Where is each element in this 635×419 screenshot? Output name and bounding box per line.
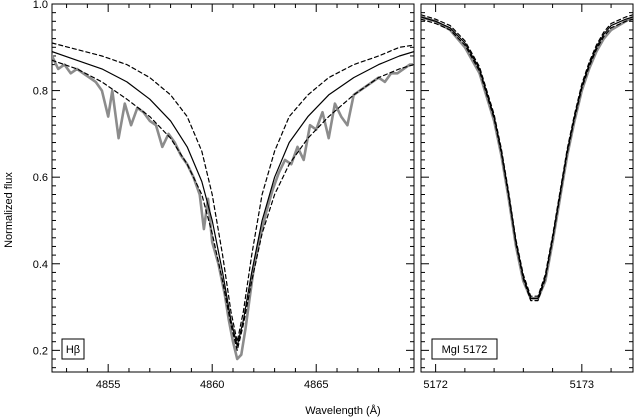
panel-mg-5172-tag-box <box>431 338 498 360</box>
y-tick-label: 0.6 <box>33 172 48 184</box>
model-dashed-upper-line <box>52 42 414 343</box>
panel-h-beta-ticks: 0.2 0.4 0.6 0.8 1.0 4855 4860 4865 <box>33 0 414 391</box>
panel-mg-5172-tag-label: MgI 5172 <box>442 344 488 356</box>
panel-mg-5172-tag: MgI 5172 <box>431 338 498 360</box>
panel-h-beta-tag-box <box>61 338 85 360</box>
panel-mg-5172-series <box>421 14 633 302</box>
panel-mg-5172: 5172 5173 MgI 5172 <box>420 3 634 391</box>
x-tick-label: 5173 <box>570 379 594 391</box>
y-tick-label: 0.8 <box>33 86 48 98</box>
panel-h-beta-tag: Hβ <box>61 338 85 360</box>
model-dashed-lower-line <box>52 59 414 351</box>
panel-h-beta-tag-label: Hβ <box>66 344 80 356</box>
panel-h-beta: 0.2 0.4 0.6 0.8 1.0 4855 4860 4865 Hβ <box>33 0 415 391</box>
panel-mg-5172-ticks: 5172 5173 <box>421 3 633 391</box>
observed-spectrum-line <box>52 54 414 361</box>
x-axis-label: Wavelength (Å) <box>305 404 380 417</box>
model-solid-line <box>52 51 414 347</box>
x-tick-label: 4860 <box>200 379 224 391</box>
panel-mg-5172-frame <box>420 3 634 373</box>
y-tick-label: 1.0 <box>33 0 48 11</box>
x-tick-label: 4855 <box>96 379 120 391</box>
model-dashed-lower-line <box>421 18 633 302</box>
model-dashed-upper-line <box>421 14 633 297</box>
y-axis-label: Normalized flux <box>3 172 15 248</box>
model-solid-line <box>421 16 633 299</box>
x-tick-label: 5172 <box>423 379 447 391</box>
y-tick-label: 0.2 <box>33 345 48 357</box>
y-tick-label: 0.4 <box>33 259 48 271</box>
panel-h-beta-series <box>52 42 414 361</box>
x-tick-label: 4865 <box>304 379 328 391</box>
